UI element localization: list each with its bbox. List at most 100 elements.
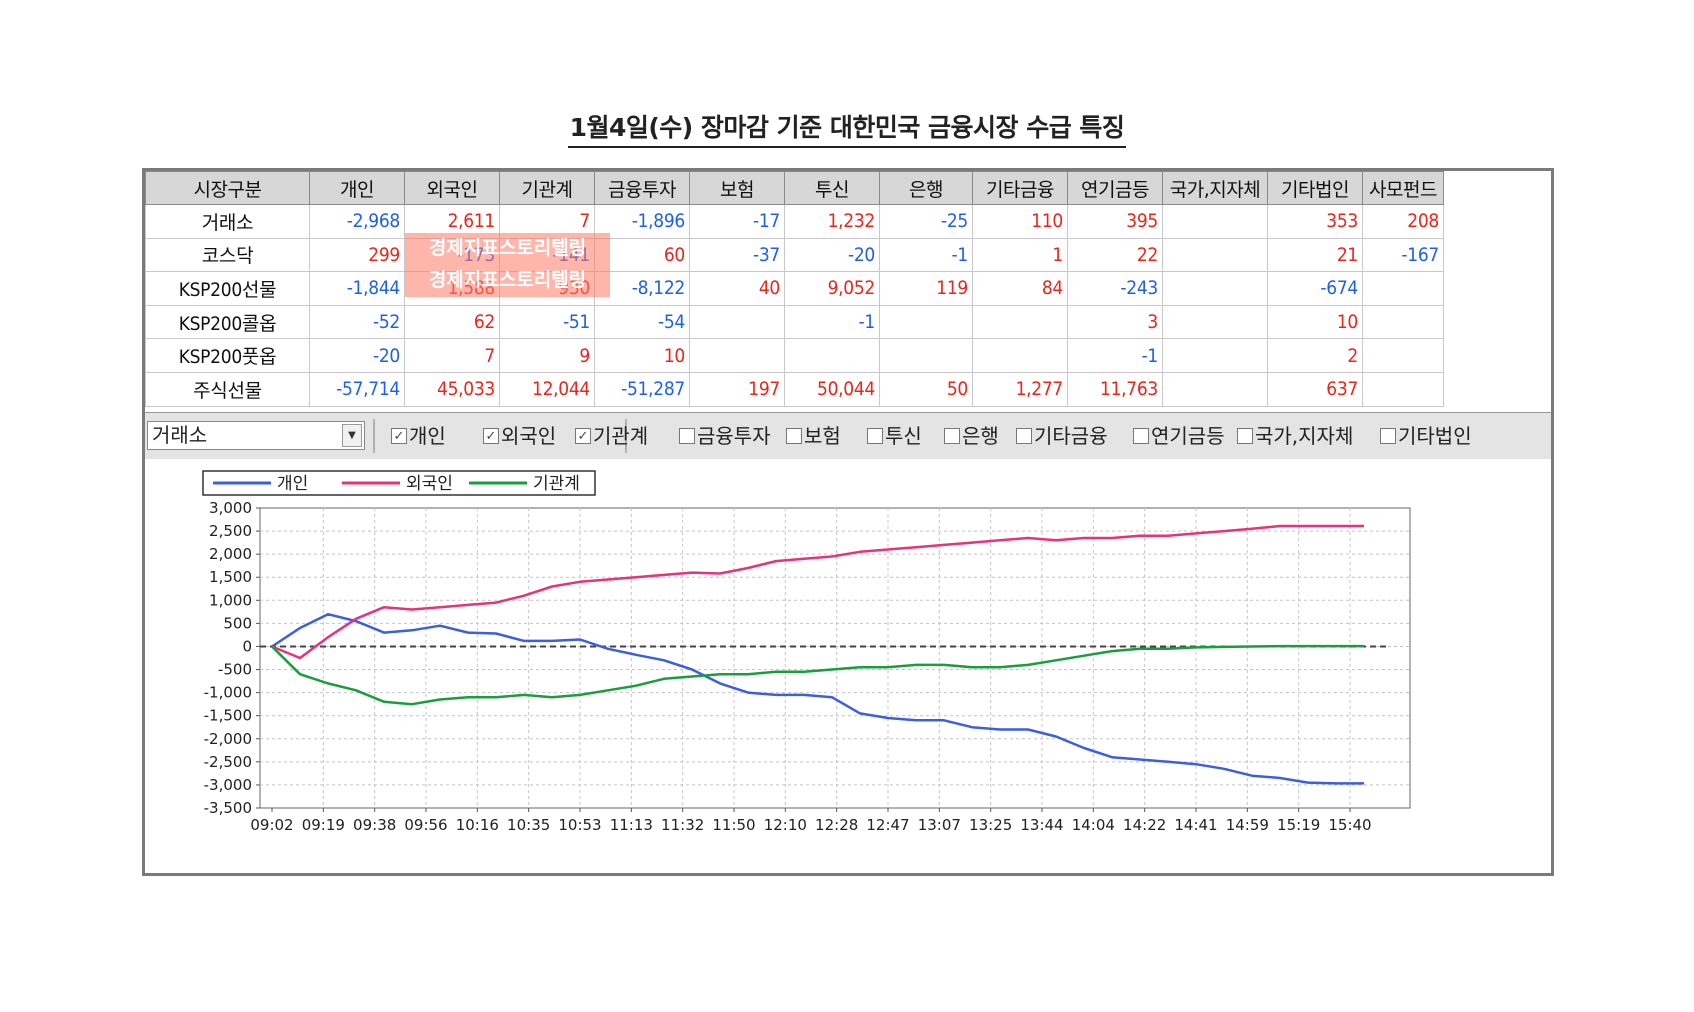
table-cell: -2,968 — [309, 204, 405, 239]
table-cell — [972, 338, 1068, 373]
y-tick-label: -3,500 — [204, 799, 252, 817]
column-header[interactable]: 시장구분 — [145, 171, 310, 205]
series-checkbox[interactable]: 보험 — [786, 423, 841, 449]
row-label: KSP200콜옵 — [145, 304, 310, 340]
series-checkbox[interactable]: 기타금융 — [1016, 423, 1108, 449]
column-header[interactable]: 외국인 — [404, 171, 500, 205]
column-header[interactable]: 금융투자 — [594, 171, 690, 205]
series-checkbox[interactable]: 은행 — [944, 423, 999, 449]
column-header[interactable]: 기관계 — [499, 171, 595, 205]
table-cell: -20 — [309, 338, 405, 373]
y-tick-label: 1,500 — [209, 568, 252, 586]
series-checkbox-label: 은행 — [962, 424, 999, 448]
series-checkbox[interactable]: 국가,지자체 — [1237, 423, 1353, 449]
table-cell: 12,044 — [499, 371, 595, 407]
table-cell: -37 — [689, 237, 785, 273]
watermark: 경제지표스토리텔링 — [405, 233, 610, 265]
y-tick-label: 1,000 — [209, 591, 252, 609]
series-checkbox[interactable]: 기타법인 — [1380, 423, 1472, 449]
table-cell: 9 — [499, 338, 595, 373]
unchecked-icon[interactable] — [867, 427, 883, 444]
table-cell: 60 — [594, 237, 690, 273]
x-tick-label: 11:50 — [712, 816, 755, 834]
table-cell — [1162, 304, 1268, 340]
table-cell — [1162, 271, 1268, 306]
dropdown-arrow-icon[interactable]: ▼ — [342, 424, 362, 447]
series-checkbox[interactable]: ✓ 기관계 — [575, 423, 648, 449]
series-checkbox[interactable]: 투신 — [867, 423, 922, 449]
x-tick-label: 15:19 — [1277, 816, 1320, 834]
column-header[interactable]: 사모펀드 — [1362, 171, 1444, 205]
table-cell: 50 — [879, 371, 973, 407]
table-row[interactable]: 주식선물 -57,714 45,033 12,044 -51,287 197 50,044 5… — [145, 371, 1444, 407]
unchecked-icon[interactable] — [1237, 427, 1253, 444]
series-checkbox[interactable]: 금융투자 — [679, 423, 771, 449]
series-checkbox[interactable]: 연기금등 — [1133, 423, 1225, 449]
column-header[interactable]: 개인 — [309, 171, 405, 205]
series-checkbox[interactable]: ✓ 외국인 — [483, 423, 556, 449]
x-tick-label: 14:59 — [1226, 816, 1269, 834]
column-header[interactable]: 연기금등 — [1067, 171, 1163, 205]
x-tick-label: 12:47 — [866, 816, 909, 834]
unchecked-icon[interactable] — [1380, 427, 1396, 444]
table-cell — [879, 304, 973, 340]
table-cell: 208 — [1362, 204, 1444, 239]
y-tick-label: 500 — [223, 614, 252, 632]
table-row[interactable]: 거래소 -2,968 2,611 7 -1,896 -17 1,232 -25 110 395 35… — [145, 204, 1444, 239]
table-row[interactable]: KSP200콜옵 -52 62 -51 -54 -1 3 10 — [145, 304, 1444, 340]
market-select[interactable]: 거래소 ▼ — [147, 421, 365, 450]
table-cell: 197 — [689, 371, 785, 407]
column-header[interactable]: 보험 — [689, 171, 785, 205]
table-cell: 9,052 — [784, 271, 880, 306]
series-checkbox-label: 금융투자 — [697, 424, 771, 448]
x-tick-label: 13:07 — [918, 816, 961, 834]
column-header[interactable]: 기타금융 — [972, 171, 1068, 205]
unchecked-icon[interactable] — [786, 427, 802, 444]
column-header[interactable]: 국가,지자체 — [1162, 171, 1268, 205]
y-tick-label: -2,000 — [204, 730, 252, 748]
column-header[interactable]: 은행 — [879, 171, 973, 205]
unchecked-icon[interactable] — [679, 427, 695, 444]
series-checkbox-label: 국가,지자체 — [1255, 424, 1354, 448]
table-cell: 11,763 — [1067, 371, 1163, 407]
column-header[interactable]: 투신 — [784, 171, 880, 205]
table-row[interactable]: KSP200선물-1,8441,588930-8,122409,05211984… — [145, 271, 1444, 306]
checked-icon[interactable]: ✓ — [391, 427, 407, 444]
unchecked-icon[interactable] — [1133, 427, 1149, 444]
y-tick-label: -500 — [218, 661, 252, 679]
table-cell: -1 — [879, 237, 973, 273]
investor-line-chart: 3,000 2,500 2,000 1,500 1,000 500 0 -500 -1,000 -… — [202, 470, 1411, 834]
table-cell: -51 — [499, 304, 595, 340]
x-tick-label: 14:41 — [1174, 816, 1217, 834]
table-cell: 2,611 — [404, 204, 500, 239]
unchecked-icon[interactable] — [944, 427, 960, 444]
checked-icon[interactable]: ✓ — [575, 427, 591, 444]
row-label: 거래소 — [145, 204, 310, 239]
table-cell: 40 — [689, 271, 785, 306]
series-checkbox[interactable]: ✓ 개인 — [391, 423, 446, 449]
watermark-text: 경제지표스토리텔링 — [428, 269, 587, 291]
row-label: KSP200풋옵 — [145, 338, 310, 373]
x-tick-label: 09:02 — [250, 816, 293, 834]
series-checkbox-label: 외국인 — [501, 424, 557, 448]
table-cell: -167 — [1362, 237, 1444, 273]
series-checkbox-label: 기타금융 — [1034, 424, 1108, 448]
plot-frame — [259, 507, 1411, 809]
y-tick-label: -1,000 — [204, 684, 252, 702]
table-cell: 45,033 — [404, 371, 500, 407]
series-checkbox-label: 보험 — [804, 424, 841, 448]
table-cell: -1 — [1067, 338, 1163, 373]
x-tick-label: 09:56 — [404, 816, 447, 834]
checked-icon[interactable]: ✓ — [483, 427, 499, 444]
table-cell: -52 — [309, 304, 405, 340]
table-cell: 2 — [1267, 338, 1363, 373]
report-title: 1월4일(수) 장마감 기준 대한민국 금융시장 수급 특징 — [0, 108, 1694, 148]
table-cell: 637 — [1267, 371, 1363, 407]
table-cell — [1362, 271, 1444, 306]
column-header[interactable]: 기타법인 — [1267, 171, 1363, 205]
y-tick-label: -3,000 — [204, 776, 252, 794]
table-row[interactable]: KSP200풋옵 -20 7 9 10 -1 2 — [145, 338, 1444, 373]
table-cell: 22 — [1067, 237, 1163, 273]
unchecked-icon[interactable] — [1016, 427, 1032, 444]
